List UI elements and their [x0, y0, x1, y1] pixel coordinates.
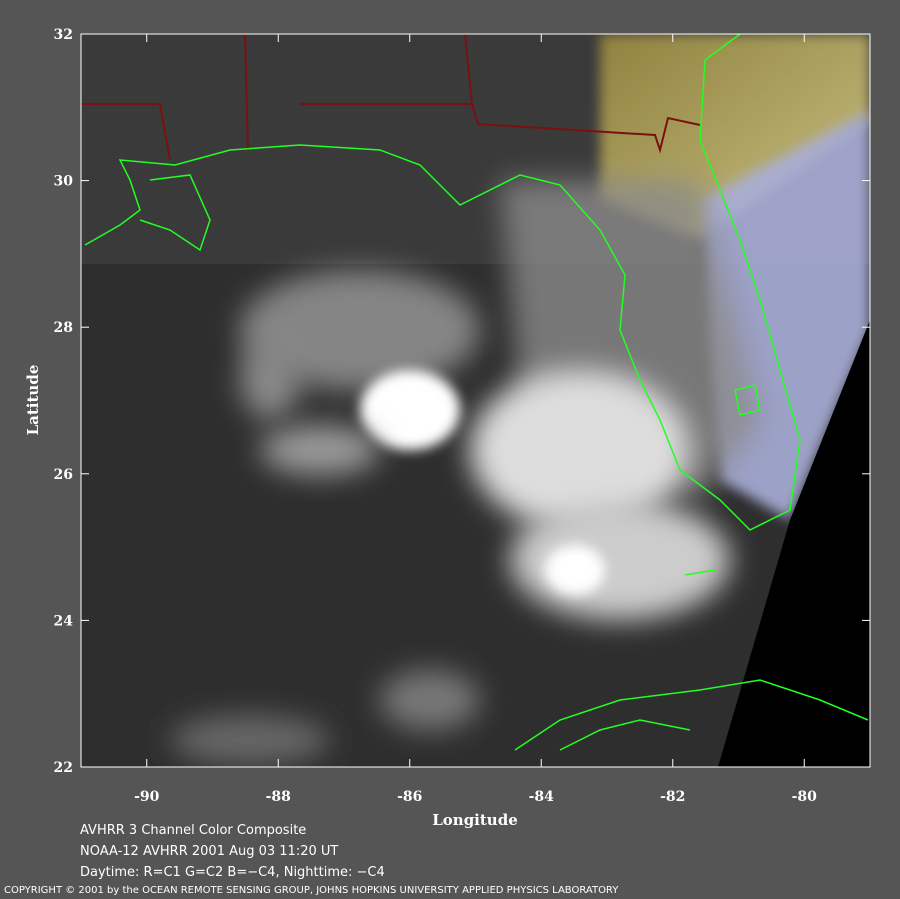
x-tick-label: -80 — [792, 789, 818, 805]
y-tick-label: 22 — [54, 760, 73, 776]
x-tick-label: -90 — [134, 789, 160, 805]
y-tick-label: 24 — [54, 613, 74, 629]
caption-line: AVHRR 3 Channel Color Composite — [80, 823, 306, 838]
y-tick-label: 28 — [54, 320, 73, 336]
y-tick-label: 26 — [54, 467, 73, 483]
caption-line: Daytime: R=C1 G=C2 B=−C4, Nighttime: −C4 — [80, 865, 385, 880]
x-tick-label: -82 — [660, 789, 685, 805]
y-tick-label: 32 — [54, 27, 73, 43]
x-tick-label: -84 — [529, 789, 555, 805]
x-tick-label: -86 — [397, 789, 422, 805]
x-tick-label: -88 — [266, 789, 291, 805]
y-axis-title: Latitude — [24, 365, 42, 436]
copyright: COPYRIGHT © 2001 by the OCEAN REMOTE SEN… — [4, 885, 619, 896]
cloud-imagery — [81, 34, 870, 767]
y-tick-label: 30 — [54, 174, 74, 190]
plot-frame — [80, 33, 871, 768]
x-axis-title: Longitude — [432, 811, 518, 829]
caption-line: NOAA-12 AVHRR 2001 Aug 03 11:20 UT — [80, 844, 338, 859]
